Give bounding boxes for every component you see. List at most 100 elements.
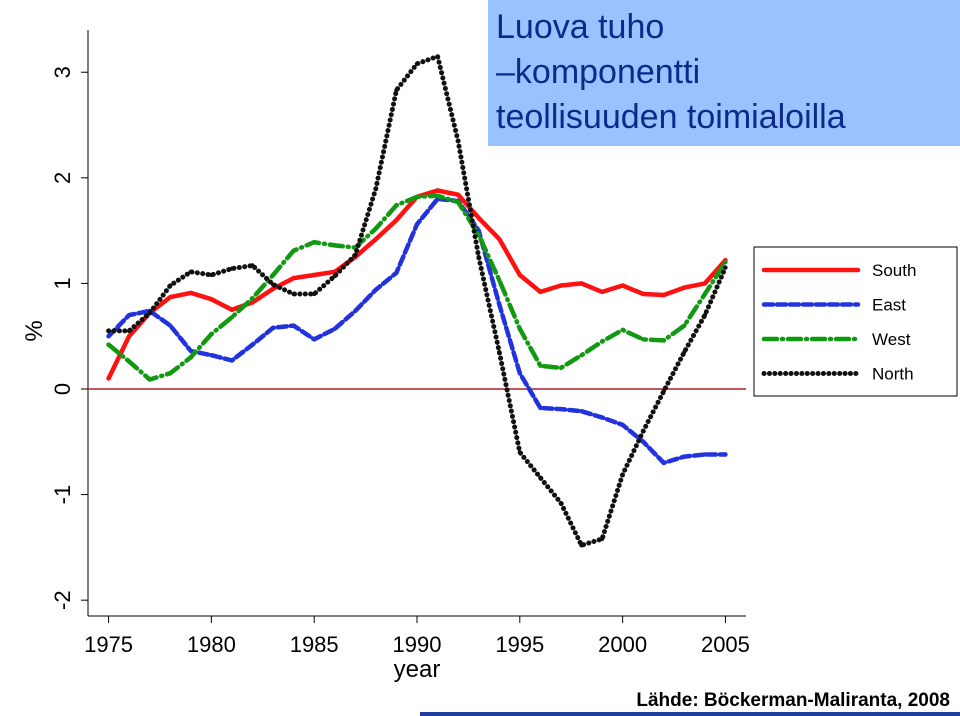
data-point-south bbox=[661, 292, 666, 298]
data-point-east bbox=[373, 287, 379, 292]
data-point-west bbox=[723, 260, 728, 265]
data-point-east bbox=[661, 460, 666, 466]
data-point-south bbox=[497, 236, 502, 242]
data-point-south bbox=[209, 297, 214, 302]
data-point-north bbox=[311, 291, 317, 297]
data-point-east bbox=[353, 308, 358, 314]
data-point-south bbox=[435, 188, 440, 193]
data-point-west bbox=[311, 240, 317, 245]
data-point-north bbox=[435, 54, 440, 59]
data-point-north bbox=[640, 429, 646, 434]
data-point-east bbox=[558, 406, 564, 412]
data-point-west bbox=[270, 272, 276, 278]
y-tick-label: 1 bbox=[50, 277, 75, 289]
data-point-north bbox=[229, 266, 235, 271]
data-point-west bbox=[126, 359, 132, 364]
data-point-north bbox=[291, 291, 296, 297]
x-tick-label: 1980 bbox=[187, 632, 236, 657]
data-point-east bbox=[168, 323, 173, 328]
title-line-3: teollisuuden toimialoilla bbox=[496, 98, 846, 136]
data-point-east bbox=[517, 370, 523, 376]
data-point-east bbox=[106, 333, 111, 339]
title-box bbox=[488, 0, 960, 146]
data-point-north bbox=[126, 328, 132, 334]
x-axis-title: year bbox=[394, 656, 441, 683]
y-tick-label: 2 bbox=[50, 172, 75, 184]
bottom-rule bbox=[420, 712, 960, 716]
data-point-east bbox=[682, 454, 687, 459]
data-point-west bbox=[702, 291, 708, 297]
data-point-west bbox=[435, 193, 440, 198]
data-point-north bbox=[394, 87, 399, 93]
y-axis-title: % bbox=[21, 320, 48, 341]
data-point-north bbox=[497, 349, 502, 355]
data-point-south bbox=[455, 192, 461, 197]
x-tick-label: 1995 bbox=[495, 632, 544, 657]
data-point-east bbox=[188, 348, 194, 354]
x-tick-label: 2000 bbox=[598, 632, 647, 657]
data-point-east bbox=[620, 422, 625, 428]
data-point-south bbox=[250, 300, 255, 305]
data-point-south bbox=[126, 333, 132, 339]
data-point-north bbox=[455, 138, 461, 144]
data-point-south bbox=[620, 283, 625, 288]
data-point-south bbox=[682, 285, 687, 290]
data-point-east bbox=[702, 452, 708, 457]
data-point-east bbox=[311, 337, 317, 342]
legend-label-south: South bbox=[872, 261, 916, 280]
data-point-west bbox=[517, 326, 523, 332]
data-point-west bbox=[373, 226, 379, 231]
data-point-north bbox=[723, 265, 728, 270]
data-point-west bbox=[168, 370, 173, 376]
data-point-south bbox=[579, 281, 584, 286]
legend-label-west: West bbox=[872, 330, 911, 349]
data-point-north bbox=[106, 328, 111, 334]
data-point-west bbox=[291, 248, 296, 253]
data-point-east bbox=[723, 452, 728, 457]
title-line-2: –komponentti bbox=[496, 53, 701, 91]
data-point-west bbox=[209, 331, 214, 337]
data-point-north bbox=[517, 450, 523, 455]
data-point-west bbox=[394, 203, 399, 208]
data-point-north bbox=[599, 536, 605, 542]
data-point-south bbox=[291, 275, 296, 281]
data-point-east bbox=[394, 270, 399, 276]
source-note: Lähde: Böckerman-Maliranta, 2008 bbox=[636, 690, 950, 711]
data-point-west bbox=[538, 363, 543, 368]
data-point-east bbox=[250, 342, 255, 347]
x-axis-ticks: 1975 1980 1985 1990 1995 2000 2005 bbox=[84, 616, 750, 657]
x-tick-label: 1975 bbox=[84, 632, 133, 657]
data-point-north bbox=[250, 263, 255, 268]
y-tick-label: 3 bbox=[50, 66, 75, 78]
data-point-east bbox=[229, 358, 235, 363]
data-point-north bbox=[147, 310, 152, 316]
data-point-south bbox=[538, 289, 543, 295]
data-point-south bbox=[394, 217, 399, 223]
data-point-north bbox=[702, 312, 708, 318]
data-point-west bbox=[147, 377, 152, 382]
data-point-east bbox=[209, 353, 214, 358]
data-point-west bbox=[497, 278, 502, 283]
data-point-south bbox=[702, 281, 708, 286]
data-point-west bbox=[640, 337, 646, 342]
data-point-north bbox=[682, 349, 687, 355]
data-point-south bbox=[168, 294, 173, 300]
data-point-south bbox=[640, 291, 646, 297]
data-point-north bbox=[558, 500, 564, 506]
data-point-north bbox=[209, 272, 214, 278]
data-point-west bbox=[661, 338, 666, 343]
data-point-east bbox=[414, 222, 420, 227]
legend-label-north: North bbox=[872, 365, 914, 384]
data-point-east bbox=[332, 326, 337, 332]
data-point-east bbox=[640, 439, 646, 444]
y-tick-label: 0 bbox=[50, 383, 75, 395]
data-point-north bbox=[188, 269, 194, 274]
data-point-south bbox=[106, 376, 111, 381]
data-point-north bbox=[353, 252, 358, 258]
data-point-west bbox=[106, 342, 111, 347]
data-point-east bbox=[270, 325, 276, 330]
x-tick-label: 1990 bbox=[393, 632, 442, 657]
data-point-west bbox=[332, 243, 337, 248]
data-point-south bbox=[558, 283, 564, 288]
data-point-north bbox=[620, 472, 625, 477]
